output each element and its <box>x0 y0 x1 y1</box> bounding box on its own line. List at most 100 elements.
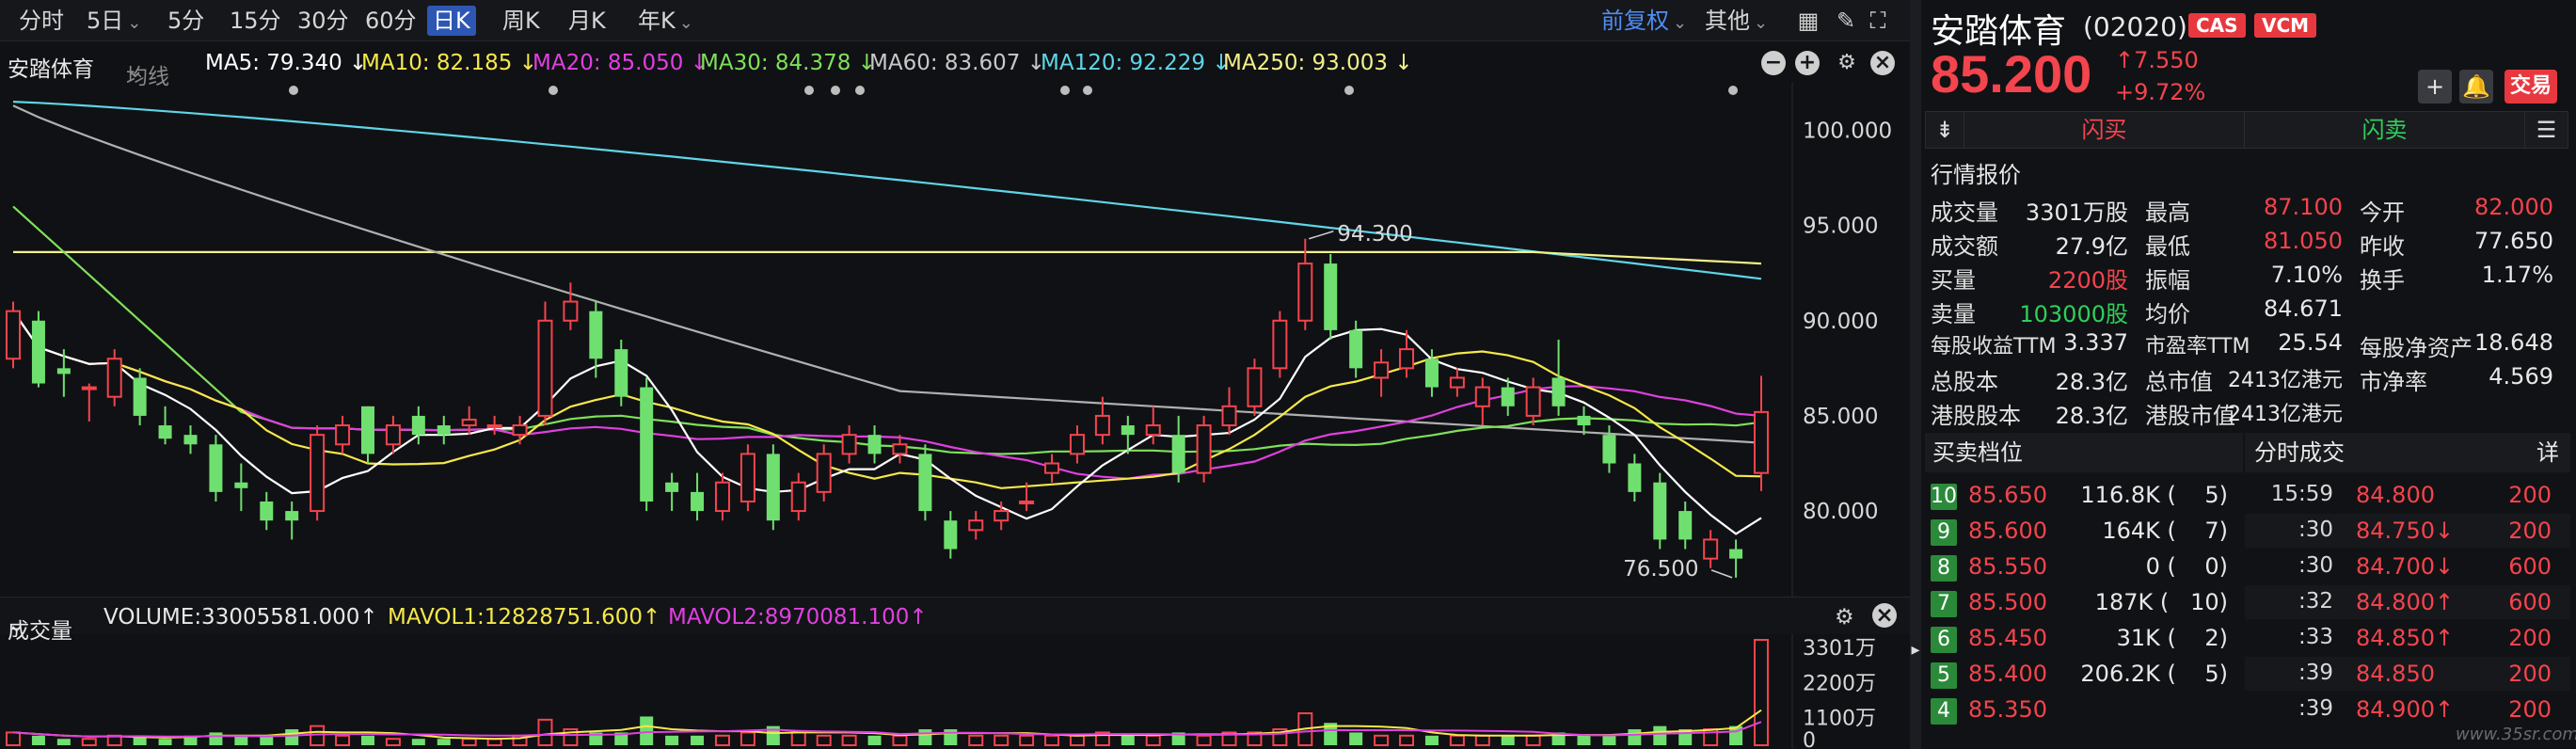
bid-level-badge: 8 <box>1931 555 1957 582</box>
candle-body-down <box>1678 511 1693 540</box>
quote-label: 最低 <box>2145 233 2190 260</box>
candle-body-down <box>691 491 705 512</box>
candle-body-up <box>6 310 21 360</box>
quote-label: 成交量 <box>1931 199 1998 226</box>
period-yearly[interactable]: 年K ⌄ <box>632 6 699 36</box>
ma120-value: MA120: 92.229 ↓ <box>1041 51 1231 75</box>
bid-price[interactable]: 85.600 <box>1968 518 2047 544</box>
ma120-line <box>12 101 1762 280</box>
ticks-detail-button[interactable]: 详 <box>2536 439 2559 466</box>
candle-body-up <box>106 358 122 398</box>
period-monthly[interactable]: 月K <box>568 8 606 34</box>
candle-body-up <box>968 519 984 532</box>
collapse-icon[interactable]: ⇟ <box>1934 117 1955 143</box>
tick-row-bg <box>2245 514 2570 548</box>
ma60-value: MA60: 83.607 ↓ <box>869 51 1045 75</box>
period-30min[interactable]: 30分 <box>297 8 349 34</box>
event-dot <box>1083 86 1092 95</box>
period-daily[interactable]: 日K <box>427 6 476 36</box>
volume-bar-down <box>1424 735 1439 745</box>
gear-icon[interactable]: ⚙ <box>1835 605 1854 629</box>
quote-value: 103000股 <box>2019 301 2128 327</box>
bid-price[interactable]: 85.350 <box>1968 696 2047 723</box>
volume-bar-down <box>691 735 705 745</box>
gear-icon[interactable]: ⚙ <box>1837 51 1856 74</box>
bid-price[interactable]: 85.450 <box>1968 625 2047 651</box>
trade-button[interactable]: 交易 <box>2504 70 2557 104</box>
bid-level-badge: 9 <box>1931 519 1957 546</box>
period-5min[interactable]: 5分 <box>167 8 205 34</box>
quote-label: 振幅 <box>2145 267 2190 294</box>
candle-body-down <box>766 454 780 521</box>
alert-button[interactable]: 🔔 <box>2459 70 2493 104</box>
fullscreen-icon[interactable]: ⛶ <box>1869 8 1886 34</box>
close-icon[interactable]: × <box>1870 51 1895 75</box>
bid-price[interactable]: 85.550 <box>1968 553 2047 580</box>
menu-icon[interactable]: ☰ <box>2524 112 2568 148</box>
quote-label: 买量 <box>1931 267 1976 294</box>
bid-price[interactable]: 85.650 <box>1968 482 2047 508</box>
layout-grid-icon[interactable]: ▦ <box>1797 8 1820 34</box>
candle-body-up <box>563 300 579 322</box>
ma250-value: MA250: 93.003 ↓ <box>1223 51 1413 75</box>
period-intraday[interactable]: 分时 <box>19 8 64 34</box>
fuquan-select[interactable]: 前复权 ⌄ <box>1596 6 1693 36</box>
bid-price[interactable]: 85.500 <box>1968 589 2047 615</box>
candle-body-down <box>158 425 172 439</box>
bid-volume: 116.8K ( 5) <box>2080 482 2228 508</box>
price-tick-label: 100.000 <box>1803 119 1892 143</box>
quote-value: 2413亿港元 <box>2228 403 2343 426</box>
volume-tick-label: 2200万 <box>1803 672 1876 695</box>
quote-label: 总市值 <box>2145 369 2213 395</box>
candle-body-down <box>1324 263 1338 330</box>
volume-bar-up <box>994 734 1010 747</box>
candle-body-up <box>1196 424 1212 474</box>
quote-label: 每股净资产 <box>2360 335 2473 361</box>
volume-bar-down <box>285 729 299 745</box>
volume-tick-label: 3301万 <box>1803 637 1876 661</box>
candle-body-down <box>133 377 147 416</box>
ma10-line <box>12 311 1762 489</box>
period-weekly[interactable]: 周K <box>502 8 540 34</box>
volume-bar-down <box>209 732 223 745</box>
volume-legend: 成交量 ⌄ VOLUME:33005581.000↑ MAVOL1:128287… <box>0 597 1910 644</box>
add-watchlist-button[interactable]: + <box>2418 70 2452 104</box>
period-5day[interactable]: 5日 ⌄ <box>81 6 147 36</box>
candle-body-down <box>665 482 679 492</box>
flash-buy-button[interactable]: 闪买 <box>1964 112 2244 148</box>
flash-sell-button[interactable]: 闪卖 <box>2244 112 2524 148</box>
panel-splitter[interactable]: ▸ <box>1910 0 1921 749</box>
bid-price[interactable]: 85.400 <box>1968 661 2047 687</box>
candle-body-up <box>1525 386 1541 417</box>
quote-value: 28.3亿 <box>2055 403 2128 429</box>
volume-bar-up <box>1374 734 1390 747</box>
zoom-out-icon[interactable]: − <box>1761 51 1786 75</box>
cas-badge: CAS <box>2188 13 2246 38</box>
arrow-up-icon: ↑ <box>2115 47 2135 73</box>
volume-value: VOLUME:33005581.000↑ <box>103 605 378 629</box>
period-60min[interactable]: 60分 <box>365 8 417 34</box>
candle-body-down <box>183 435 198 445</box>
candle-body-down <box>589 311 603 359</box>
candle-body-down <box>209 444 223 492</box>
volume-bar-down <box>1171 732 1185 745</box>
quote-value: 77.650 <box>2474 228 2553 254</box>
tick-price: 84.900↑ <box>2356 696 2455 723</box>
volume-bar-down <box>133 735 147 745</box>
draw-pen-icon[interactable]: ✎ <box>1836 8 1856 34</box>
candle-body-up <box>537 319 553 417</box>
volume-bar-down <box>411 739 425 745</box>
ma20-line <box>12 311 1762 480</box>
close-icon[interactable]: × <box>1872 603 1897 628</box>
quote-value: 2413亿港元 <box>2228 369 2343 392</box>
ma-type-label: 均线 <box>126 65 169 89</box>
others-select[interactable]: 其他 ⌄ <box>1699 6 1773 36</box>
zoom-in-icon[interactable]: + <box>1795 51 1820 75</box>
volume-bar-down <box>56 739 71 745</box>
period-15min[interactable]: 15分 <box>230 8 281 34</box>
quote-label: 昨收 <box>2360 233 2405 260</box>
kline-chart[interactable]: 100.000 95.000 90.000 85.000 80.000 94.300 76.… <box>0 83 1910 597</box>
candle-body-up <box>1754 410 1769 474</box>
volume-bar-down <box>1628 729 1642 745</box>
